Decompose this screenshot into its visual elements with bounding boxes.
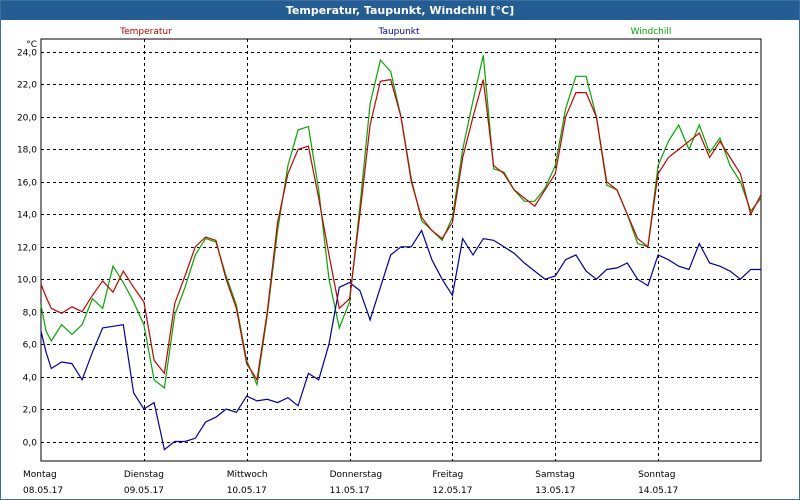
x-tick-day: Mittwoch [227,470,268,480]
y-tick-label: 0,0 [23,439,38,449]
grid [41,39,761,461]
series-line-taupunkt [40,229,761,451]
x-tick-date: 12.05.17 [432,486,472,496]
axes [40,38,762,462]
legend-windchill: Windchill [631,27,672,37]
y-axis-unit: °C [26,40,37,50]
y-tick-label: 22,0 [17,81,37,91]
legend-taupunkt: Taupunkt [377,27,420,37]
series-line-temperatur [40,78,762,382]
y-tick-label: 12,0 [17,244,37,254]
y-tick-label: 18,0 [17,146,37,156]
x-tick-date: 09.05.17 [124,486,164,496]
y-tick-label: 10,0 [17,276,37,286]
x-tick-date: 10.05.17 [227,486,267,496]
plot-frame [40,38,762,462]
y-tick-label: 2,0 [23,406,38,416]
series-line-windchill [40,55,762,390]
legend: Temperatur Taupunkt Windchill [119,27,671,37]
x-tick-date: 13.05.17 [535,486,575,496]
x-tick-day: Sonntag [638,470,675,480]
x-tick-day: Donnerstag [330,470,383,480]
x-tick-date: 08.05.17 [23,486,63,496]
x-tick-date: 14.05.17 [638,486,678,496]
y-tick-label: 16,0 [17,179,37,189]
chart-title: Temperatur, Taupunkt, Windchill [°C] [1,1,799,20]
axis-labels: 0,0 2,0 4,0 6,0 8,0 10,0 12,0 14,0 16,0 18,0 20,0 2… [17,40,678,496]
x-tick-day: Freitag [432,470,463,480]
y-tick-label: 14,0 [17,211,37,221]
x-tick-date: 11.05.17 [330,486,370,496]
x-tick-day: Dienstag [124,470,164,480]
legend-temperatur: Temperatur [119,27,172,37]
y-tick-label: 8,0 [23,309,38,319]
y-tick-label: 20,0 [17,114,37,124]
y-tick-label: 4,0 [23,374,38,384]
y-tick-label: 6,0 [23,341,38,351]
x-tick-day: Montag [23,470,57,480]
series-lines [40,55,762,451]
y-tick-label: 24,0 [17,49,37,59]
x-tick-day: Samstag [535,470,574,480]
